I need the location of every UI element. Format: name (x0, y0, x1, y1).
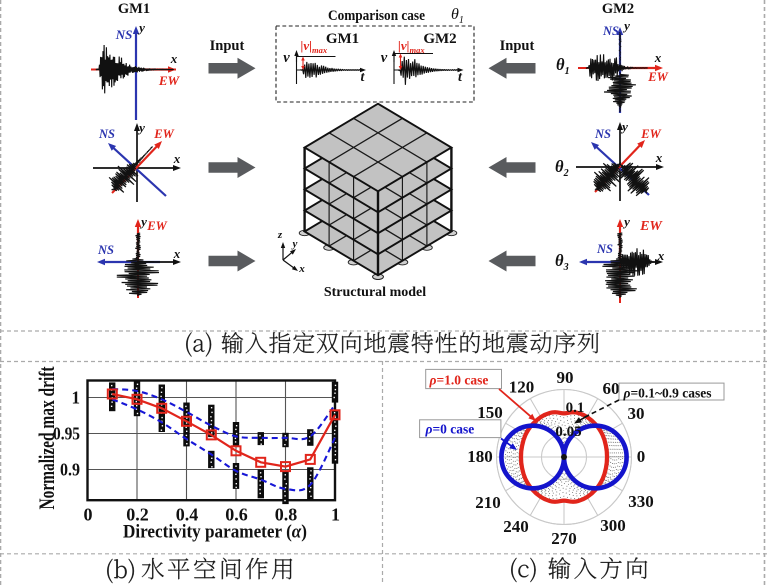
svg-text:y: y (620, 119, 628, 134)
svg-text:0.9: 0.9 (60, 460, 80, 480)
svg-text:GM2: GM2 (602, 1, 634, 17)
svg-text:EW: EW (158, 73, 181, 88)
svg-text:Normalized max drift: Normalized max drift (34, 366, 59, 509)
svg-text:0.8: 0.8 (275, 505, 298, 525)
svg-text:0.6: 0.6 (225, 505, 248, 525)
svg-text:θ3: θ3 (555, 251, 569, 273)
svg-text:0.95: 0.95 (53, 424, 80, 444)
svg-text:EW: EW (640, 127, 661, 141)
svg-text:30: 30 (628, 404, 645, 423)
svg-text:y: y (622, 214, 630, 229)
svg-text:ρ=0.1~0.9 cases: ρ=0.1~0.9 cases (623, 385, 712, 400)
svg-text:210: 210 (475, 493, 501, 512)
svg-text:EW: EW (146, 219, 167, 233)
svg-text:x: x (654, 50, 662, 65)
svg-text:150: 150 (477, 403, 503, 422)
svg-text:y: y (291, 238, 298, 250)
svg-text:x: x (170, 51, 178, 66)
svg-text:Input: Input (210, 38, 245, 54)
svg-text:0: 0 (637, 447, 646, 466)
svg-text:x: x (173, 151, 181, 166)
svg-text:Structural model: Structural model (324, 285, 426, 300)
svg-text:θ1: θ1 (451, 6, 464, 26)
svg-text:ρ=1.0 case: ρ=1.0 case (429, 373, 489, 388)
svg-text:EW: EW (647, 70, 668, 84)
svg-text:300: 300 (600, 516, 626, 535)
svg-text:v: v (283, 50, 290, 66)
svg-text:EW: EW (639, 219, 663, 234)
svg-text:NS: NS (602, 24, 619, 38)
svg-text:EW: EW (153, 127, 174, 141)
svg-text:GM1: GM1 (118, 1, 150, 17)
svg-text:x: x (655, 150, 663, 165)
svg-text:330: 330 (628, 492, 654, 511)
svg-text:z: z (277, 229, 283, 241)
svg-text:y: y (137, 20, 145, 35)
svg-text:t: t (458, 70, 463, 85)
svg-text:NS: NS (596, 242, 613, 256)
svg-text:NS: NS (115, 27, 133, 42)
svg-text:x: x (173, 246, 181, 261)
svg-text:Directivity parameter (α): Directivity parameter (α) (123, 523, 307, 543)
svg-text:ρ=0 case: ρ=0 case (425, 422, 475, 437)
svg-text:NS: NS (594, 127, 611, 141)
svg-text:|v|max: |v|max (398, 38, 425, 55)
svg-text:0.1: 0.1 (566, 400, 585, 416)
svg-text:x: x (657, 248, 665, 263)
svg-text:1: 1 (72, 388, 81, 408)
svg-text:Input: Input (500, 38, 535, 54)
svg-text:0.4: 0.4 (176, 505, 199, 525)
svg-text:1: 1 (331, 505, 340, 525)
svg-text:60: 60 (603, 379, 620, 398)
svg-text:90: 90 (557, 368, 574, 387)
svg-text:t: t (361, 70, 366, 85)
svg-text:0: 0 (84, 505, 93, 525)
svg-text:120: 120 (509, 378, 535, 397)
svg-text:v: v (381, 50, 388, 66)
svg-text:NS: NS (97, 243, 114, 257)
svg-text:θ2: θ2 (555, 157, 569, 179)
svg-text:θ1: θ1 (556, 55, 570, 77)
svg-text:0.05: 0.05 (555, 424, 581, 440)
svg-text:x: x (298, 263, 305, 275)
svg-text:NS: NS (98, 127, 115, 141)
svg-text:GM2: GM2 (423, 31, 456, 47)
svg-text:180: 180 (467, 447, 493, 466)
svg-text:|v|max: |v|max (301, 38, 328, 55)
svg-text:y: y (139, 214, 147, 229)
svg-text:y: y (622, 18, 630, 33)
svg-text:240: 240 (503, 517, 529, 536)
svg-text:y: y (137, 120, 145, 135)
svg-text:GM1: GM1 (326, 31, 359, 47)
svg-text:0.2: 0.2 (126, 505, 149, 525)
svg-text:Comparison case: Comparison case (328, 8, 426, 24)
svg-text:270: 270 (551, 529, 577, 548)
